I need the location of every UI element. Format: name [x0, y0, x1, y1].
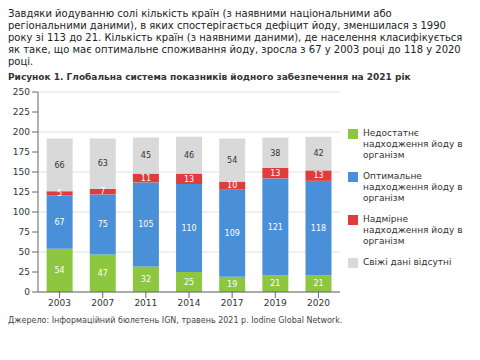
svg-text:25: 25: [19, 267, 30, 277]
svg-text:13: 13: [184, 175, 194, 184]
svg-text:38: 38: [270, 149, 280, 158]
html-text:Надмірне надходження йоду в ор: Надмірне надходження йоду в організм: [363, 214, 463, 246]
svg-text:2017: 2017: [221, 298, 244, 308]
svg-text:45: 45: [141, 151, 151, 160]
svg-text:175: 175: [13, 147, 30, 157]
svg-text:21: 21: [270, 279, 280, 288]
svg-text:50: 50: [19, 247, 31, 257]
svg-text:125: 125: [13, 187, 30, 197]
svg-text:75: 75: [98, 220, 108, 229]
svg-text:10: 10: [227, 181, 237, 190]
html-text:Завдяки йодуванню солі кількіс: Завдяки йодуванню солі кількість країн (…: [8, 8, 463, 67]
html-text:Свіжі дані відсутні: Свіжі дані відсутні: [363, 257, 452, 267]
svg-text:21: 21: [313, 279, 323, 288]
svg-text:63: 63: [98, 159, 108, 168]
svg-text:2011: 2011: [134, 298, 157, 308]
svg-text:46: 46: [184, 151, 194, 160]
svg-text:225: 225: [13, 107, 30, 117]
svg-text:2020: 2020: [307, 298, 330, 308]
svg-text:32: 32: [141, 275, 151, 284]
svg-text:250: 250: [13, 87, 30, 97]
svg-text:54: 54: [227, 156, 237, 165]
svg-text:118: 118: [311, 224, 326, 233]
svg-text:25: 25: [184, 278, 194, 287]
svg-text:42: 42: [313, 149, 323, 158]
svg-text:121: 121: [268, 223, 283, 232]
svg-text:75: 75: [19, 227, 30, 237]
svg-text:54: 54: [55, 266, 65, 275]
svg-text:66: 66: [55, 161, 65, 170]
html-text:Рисунок 1. Глобальна система п: Рисунок 1. Глобальна система показників …: [8, 72, 411, 82]
svg-text:5: 5: [57, 189, 62, 198]
svg-text:7: 7: [100, 187, 105, 196]
svg-text:2014: 2014: [178, 298, 201, 308]
svg-text:105: 105: [138, 220, 153, 229]
svg-text:110: 110: [181, 224, 196, 233]
svg-text:13: 13: [313, 171, 323, 180]
svg-text:47: 47: [98, 269, 108, 278]
html-text:Джерело: Інформаційний бюлетен: Джерело: Інформаційний бюлетень IGN, тра…: [8, 316, 343, 325]
svg-text:150: 150: [13, 167, 30, 177]
svg-text:100: 100: [13, 207, 30, 217]
svg-text:2003: 2003: [48, 298, 71, 308]
svg-text:19: 19: [227, 280, 237, 289]
svg-text:2007: 2007: [91, 298, 114, 308]
html-text:Оптимальне надходження йоду в: Оптимальне надходження йоду в організм: [363, 171, 463, 203]
svg-text:67: 67: [55, 218, 65, 227]
svg-text:109: 109: [225, 229, 240, 238]
svg-text:2019: 2019: [264, 298, 287, 308]
html-text:Недостатнє надходження йоду в: Недостатнє надходження йоду в організм: [363, 128, 463, 160]
svg-text:200: 200: [13, 127, 30, 137]
svg-text:0: 0: [24, 287, 30, 297]
svg-text:13: 13: [270, 169, 280, 178]
svg-text:11: 11: [141, 174, 151, 183]
